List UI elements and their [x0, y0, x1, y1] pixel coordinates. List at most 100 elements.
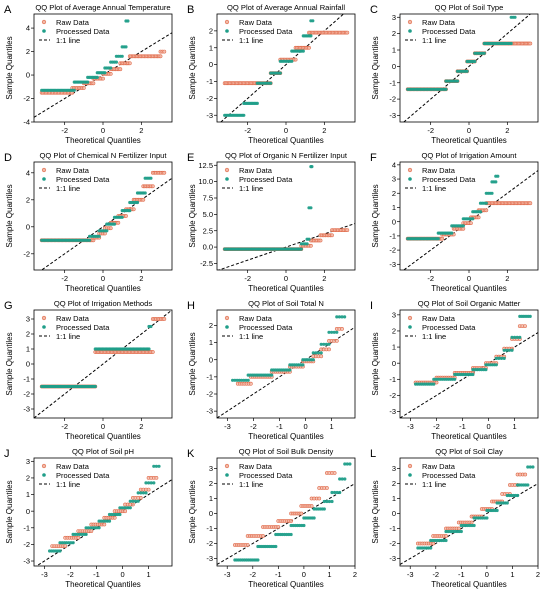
processed-point [461, 224, 465, 228]
processed-point [432, 382, 436, 386]
processed-point [97, 526, 101, 530]
x-tick-label: 0 [485, 570, 489, 579]
processed-point [93, 384, 97, 389]
plot-area [34, 310, 172, 418]
processed-point [58, 541, 62, 545]
x-tick-label: -1 [459, 422, 466, 431]
y-tick-label: -3 [206, 407, 213, 416]
x-tick-label: 1 [327, 570, 331, 579]
processed-point [95, 526, 99, 530]
legend-line-label: 1:1 line [239, 184, 263, 193]
x-tick-label: -2 [67, 570, 74, 579]
legend-processed-marker [42, 473, 46, 477]
processed-point [152, 481, 156, 485]
panel-letter: I [370, 300, 373, 312]
processed-point [451, 529, 455, 534]
processed-point [270, 373, 274, 377]
x-tick-label: 1 [329, 422, 333, 431]
chart-title: QQ Plot of Soil Type [435, 3, 504, 12]
processed-point [333, 490, 337, 495]
panel-letter: B [187, 4, 194, 16]
x-tick-label: -2 [61, 274, 68, 283]
axes-frame [216, 309, 356, 419]
processed-point [310, 165, 314, 169]
legend-raw-label: Raw Data [422, 166, 456, 175]
processed-point [484, 368, 488, 372]
y-tick-label: -1 [389, 231, 396, 240]
processed-point [282, 532, 287, 537]
processed-point [120, 54, 124, 58]
panel-l: L QQ Plot of Soil Clay -3 -2 -1 0 1 2 -3 -2 -1 0 1 2 3… [370, 447, 540, 589]
y-tick-label: 0.0 [203, 243, 213, 252]
legend-raw-marker [41, 167, 47, 173]
x-tick-label: 2 [353, 570, 357, 579]
processed-point [335, 315, 339, 319]
y-axis-label: Sample Quantiles [188, 184, 197, 247]
x-tick-label: 1 [146, 570, 150, 579]
processed-point [71, 541, 75, 545]
processed-point [311, 358, 315, 362]
processed-point [319, 351, 323, 355]
processed-point [330, 330, 334, 334]
processed-point [507, 348, 511, 352]
y-tick-label: -2 [389, 539, 396, 548]
x-axis-label: Theoretical Quantiles [65, 580, 141, 589]
x-tick-label: 1 [510, 570, 514, 579]
raw-point [434, 380, 439, 385]
processed-point [105, 229, 109, 233]
legend-raw-marker [407, 19, 413, 25]
chart-title: QQ Plot of Organic N Fertilizer Input [225, 151, 348, 160]
raw-point [523, 472, 528, 477]
processed-point [302, 523, 306, 528]
y-tick-label: -2 [389, 246, 396, 255]
processed-point [131, 499, 135, 503]
processed-point [526, 465, 530, 469]
y-tick-label: -3 [389, 260, 396, 269]
processed-point [80, 532, 84, 536]
processed-series [48, 464, 161, 553]
y-tick-label: 1 [392, 494, 396, 503]
processed-point [86, 526, 90, 530]
plot-area [217, 315, 355, 418]
processed-point [480, 368, 484, 372]
processed-series [223, 19, 315, 117]
processed-point [502, 348, 506, 352]
raw-point [118, 67, 123, 72]
raw-point [469, 221, 473, 226]
y-tick-label: 2 [26, 47, 30, 56]
x-tick-label: 0 [302, 570, 306, 579]
y-tick-label: -2 [389, 391, 396, 400]
legend-processed-label: Processed Data [239, 323, 293, 332]
processed-point [509, 41, 513, 46]
processed-point [144, 491, 148, 495]
processed-point [109, 66, 113, 70]
y-tick-label: -1 [389, 524, 396, 533]
processed-point [481, 516, 485, 520]
processed-point [485, 516, 489, 520]
y-tick-label: -2 [23, 249, 30, 258]
processed-point [453, 529, 457, 534]
legend-raw-label: Raw Data [56, 314, 90, 323]
legend-processed-marker [408, 177, 412, 181]
raw-point [528, 201, 533, 206]
chart-title: QQ Plot of Average Annual Temperature [35, 3, 170, 12]
processed-series [231, 315, 347, 382]
legend-processed-label: Processed Data [56, 471, 110, 480]
legend-processed-label: Processed Data [239, 471, 293, 480]
raw-point [108, 226, 113, 231]
processed-point [147, 347, 151, 351]
x-tick-label: 0 [284, 126, 288, 135]
legend-raw-marker [41, 463, 47, 469]
processed-point [128, 209, 132, 213]
processed-point [448, 529, 452, 534]
x-tick-label: 0 [120, 570, 124, 579]
plot-area [403, 14, 533, 122]
processed-point [274, 544, 278, 549]
y-tick-label: 1 [392, 343, 396, 352]
processed-point [291, 523, 295, 528]
raw-point [309, 243, 313, 248]
raw-point [276, 525, 281, 529]
processed-point [484, 201, 488, 205]
